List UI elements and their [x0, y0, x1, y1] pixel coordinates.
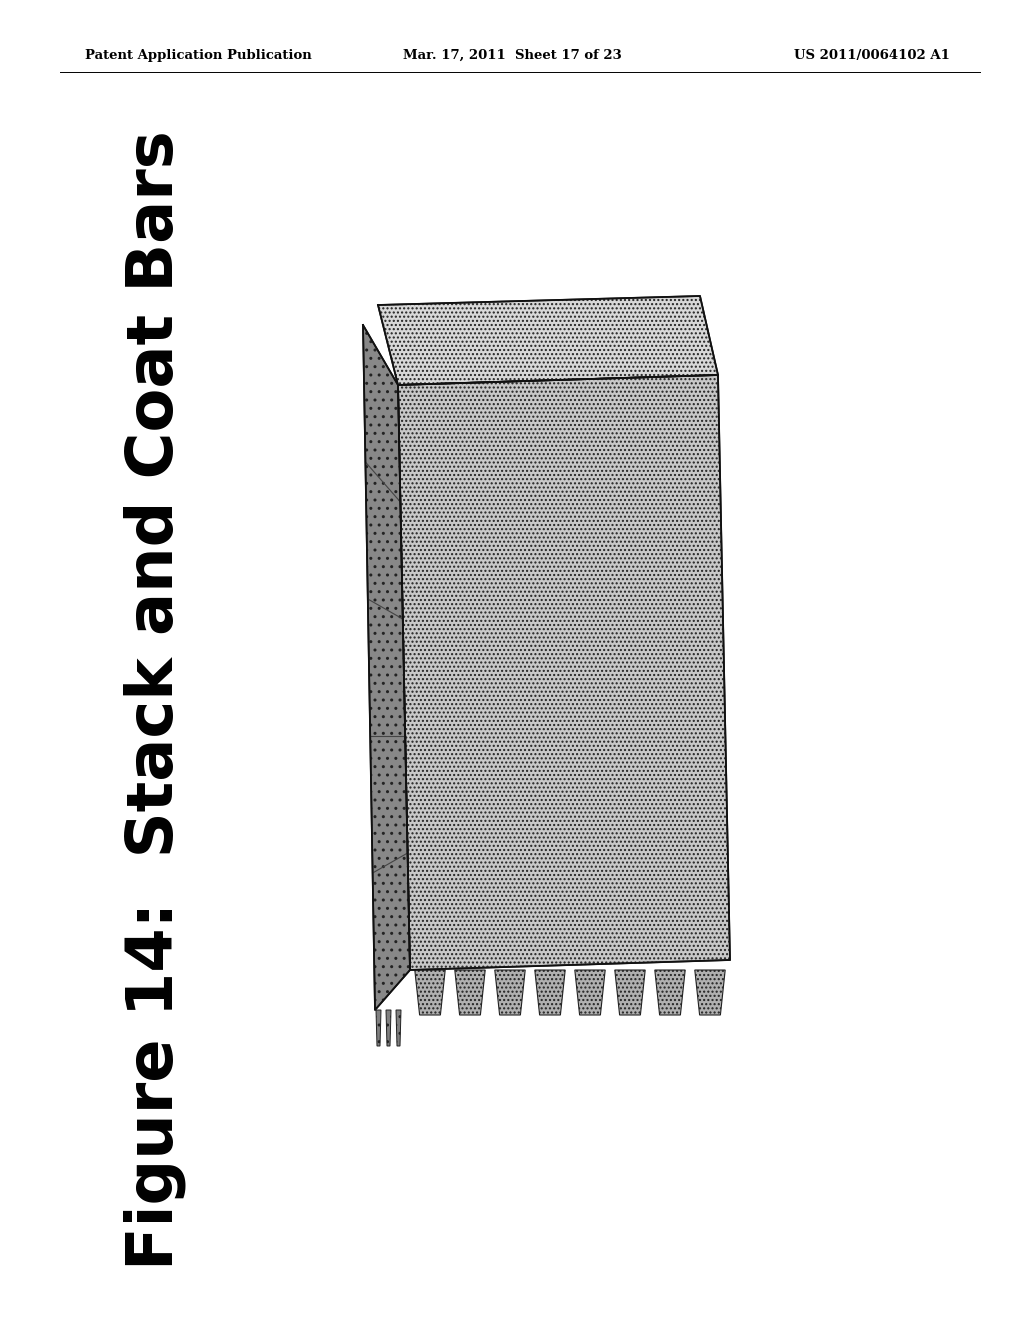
Polygon shape: [695, 970, 725, 1015]
Text: US 2011/0064102 A1: US 2011/0064102 A1: [795, 49, 950, 62]
Polygon shape: [386, 1010, 391, 1045]
Text: Patent Application Publication: Patent Application Publication: [85, 49, 311, 62]
Polygon shape: [376, 1010, 381, 1045]
Polygon shape: [535, 970, 565, 1015]
Polygon shape: [495, 970, 525, 1015]
Polygon shape: [455, 970, 485, 1015]
Polygon shape: [396, 1010, 401, 1045]
Polygon shape: [654, 970, 685, 1015]
Polygon shape: [398, 375, 730, 970]
Polygon shape: [614, 970, 645, 1015]
Polygon shape: [574, 970, 605, 1015]
Polygon shape: [362, 325, 410, 1010]
Text: Figure 14:  Stack and Coat Bars: Figure 14: Stack and Coat Bars: [124, 131, 186, 1270]
Text: Mar. 17, 2011  Sheet 17 of 23: Mar. 17, 2011 Sheet 17 of 23: [402, 49, 622, 62]
Polygon shape: [378, 296, 718, 385]
Polygon shape: [415, 970, 445, 1015]
